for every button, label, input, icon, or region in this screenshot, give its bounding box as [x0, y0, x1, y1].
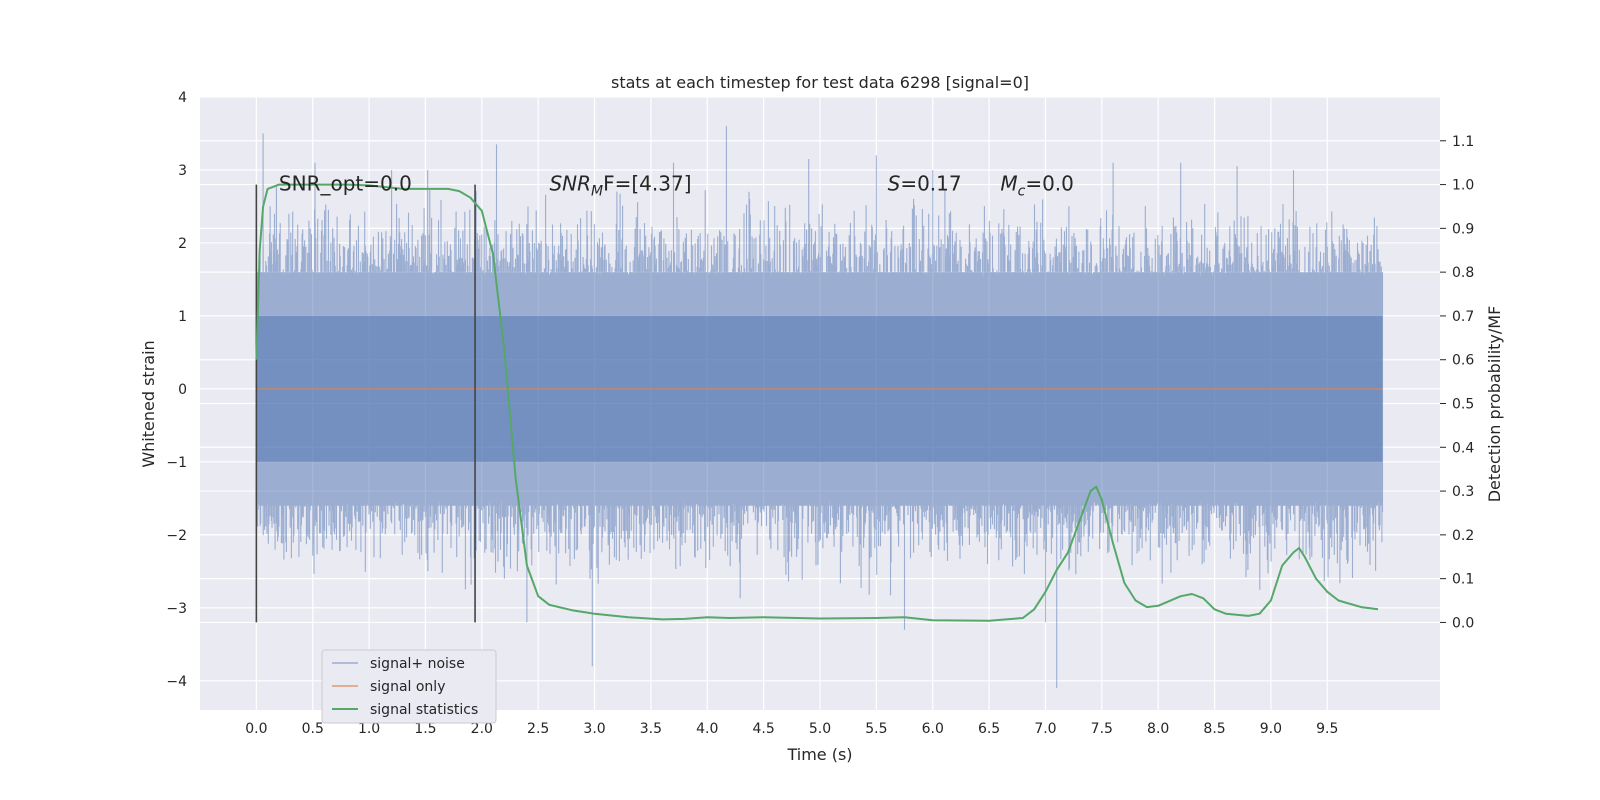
y2-tick-label: 0.8 — [1452, 265, 1474, 281]
x-tick-label: 0.5 — [302, 721, 324, 737]
x-tick-label: 6.0 — [922, 721, 944, 737]
x-tick-label: 9.0 — [1260, 721, 1282, 737]
legend-label-signal-only: signal only — [370, 679, 445, 695]
y-axis-label: Whitened strain — [139, 340, 158, 467]
y-tick-label: 0 — [178, 382, 187, 398]
y-tick-label: 1 — [178, 309, 187, 325]
y2-tick-label: 0.1 — [1452, 572, 1474, 588]
y-tick-label: −1 — [166, 455, 187, 471]
x-axis-label: Time (s) — [786, 745, 852, 764]
x-tick-label: 5.5 — [865, 721, 887, 737]
annotation-snr-mf: SNRMF=[4.37] — [549, 172, 691, 200]
x-tick-label: 2.5 — [527, 721, 549, 737]
y2-tick-label: 0.6 — [1452, 353, 1474, 369]
y2-axis-label: Detection probability/MF — [1485, 306, 1504, 503]
y2-tick-label: 0.7 — [1452, 309, 1474, 325]
y2-axis-ticks: 1.1 1.0 0.9 0.8 0.7 0.6 0.5 0.4 0.3 0.2 0.1 0.0 — [1440, 134, 1474, 631]
x-tick-label: 1.5 — [414, 721, 436, 737]
y-tick-label: 4 — [178, 90, 187, 106]
x-tick-label: 8.5 — [1203, 721, 1225, 737]
annotation-mc-value: Mc=0.0 — [1000, 172, 1074, 200]
legend-label-signal-statistics: signal statistics — [370, 702, 478, 718]
legend-label-signal-noise: signal+ noise — [370, 656, 465, 672]
signal-statistics-line — [255, 183, 1379, 622]
y-tick-label: −3 — [166, 601, 187, 617]
y2-tick-label: 1.0 — [1452, 178, 1474, 194]
signal-statistics-series — [255, 183, 1379, 622]
y-tick-label: −2 — [166, 528, 187, 544]
y-axis-ticks: 4 3 2 1 0 −1 −2 −3 −4 — [166, 90, 187, 690]
x-tick-label: 2.0 — [471, 721, 493, 737]
x-tick-label: 3.5 — [640, 721, 662, 737]
x-tick-label: 4.5 — [753, 721, 775, 737]
x-tick-label: 6.5 — [978, 721, 1000, 737]
x-axis-ticks: 0.0 0.5 1.0 1.5 2.0 2.5 3.0 3.5 4.0 4.5 5.0 5.5 6.0 6… — [245, 721, 1338, 737]
legend-box — [321, 649, 497, 724]
annotation-snr-opt: SNR_opt=0.0 — [279, 172, 412, 196]
legend: signal+ noise signal only signal statist… — [321, 649, 497, 724]
y2-tick-label: 0.2 — [1452, 528, 1474, 544]
x-tick-label: 8.0 — [1147, 721, 1169, 737]
x-tick-label: 4.0 — [696, 721, 718, 737]
y-tick-label: 3 — [178, 163, 187, 179]
x-tick-label: 3.0 — [583, 721, 605, 737]
y2-tick-label: 1.1 — [1452, 134, 1474, 150]
x-tick-label: 9.5 — [1316, 721, 1338, 737]
y2-tick-label: 0.5 — [1452, 397, 1474, 413]
x-tick-label: 1.0 — [358, 721, 380, 737]
y2-tick-label: 0.9 — [1452, 221, 1474, 237]
y-tick-label: −4 — [166, 674, 187, 690]
y2-tick-label: 0.0 — [1452, 615, 1474, 631]
x-tick-label: 5.0 — [809, 721, 831, 737]
y2-tick-label: 0.3 — [1452, 484, 1474, 500]
x-tick-label: 7.0 — [1034, 721, 1056, 737]
window-markers — [255, 184, 476, 623]
x-tick-label: 0.0 — [245, 721, 267, 737]
y2-tick-label: 0.4 — [1452, 440, 1474, 456]
y-tick-label: 2 — [178, 236, 187, 252]
chart-title: stats at each timestep for test data 629… — [611, 73, 1029, 92]
x-tick-label: 7.5 — [1091, 721, 1113, 737]
annotation-s-value: S=0.17 — [888, 172, 962, 196]
annotations: SNR_opt=0.0 SNRMF=[4.37] S=0.17 Mc=0.0 — [279, 172, 1074, 200]
